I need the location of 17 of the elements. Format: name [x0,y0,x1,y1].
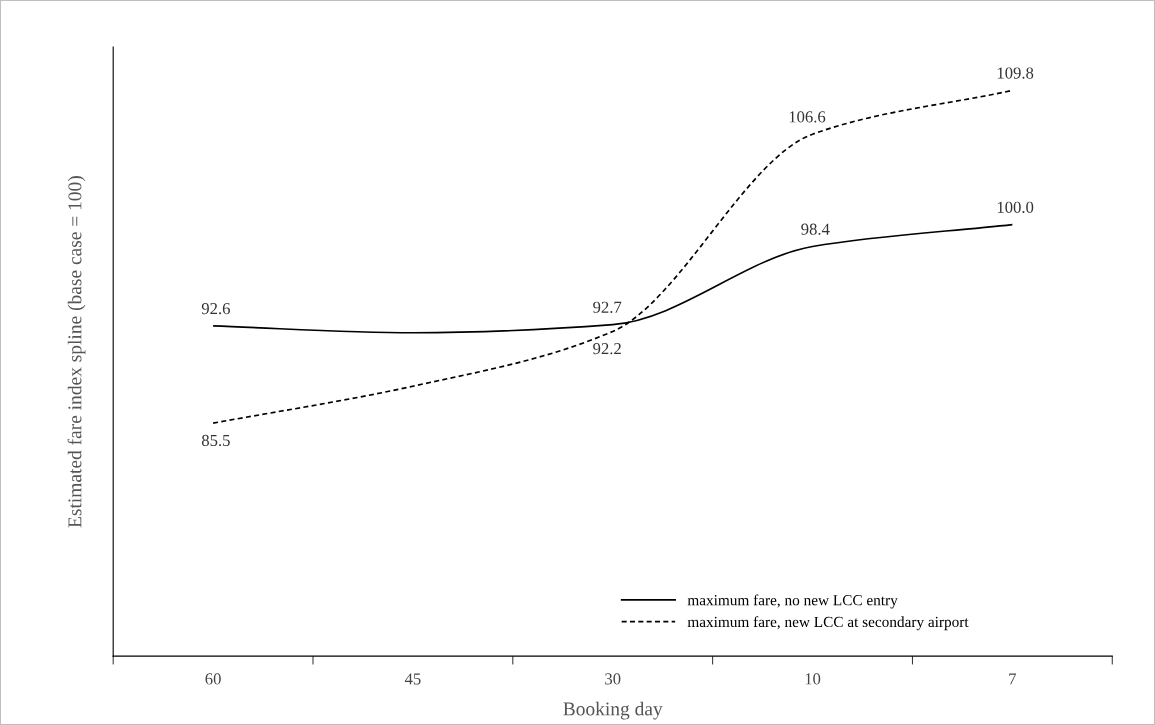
y-axis-title: Estimated fare index spline (base case = 100) [67,176,86,528]
data-label: 92.6 [201,303,230,315]
data-label: 100.0 [997,201,1034,213]
data-label: 92.7 [593,301,622,313]
x-tick-label: 60 [205,673,221,685]
x-tick-label: 45 [404,673,421,685]
legend-label: maximum fare, new LCC at secondary airport [687,616,969,631]
data-label: 109.8 [997,67,1034,79]
legend-label: maximum fare, no new LCC entry [687,594,898,609]
x-tick-label: 30 [605,673,621,685]
x-tick-label: 10 [805,673,821,685]
data-label: 98.4 [801,223,830,235]
x-tick-label: 7 [1009,673,1017,685]
data-label: 106.6 [789,111,826,123]
x-axis-title: Booking day [563,701,663,720]
data-label: 92.2 [593,343,621,355]
data-label: 85.5 [201,434,230,447]
